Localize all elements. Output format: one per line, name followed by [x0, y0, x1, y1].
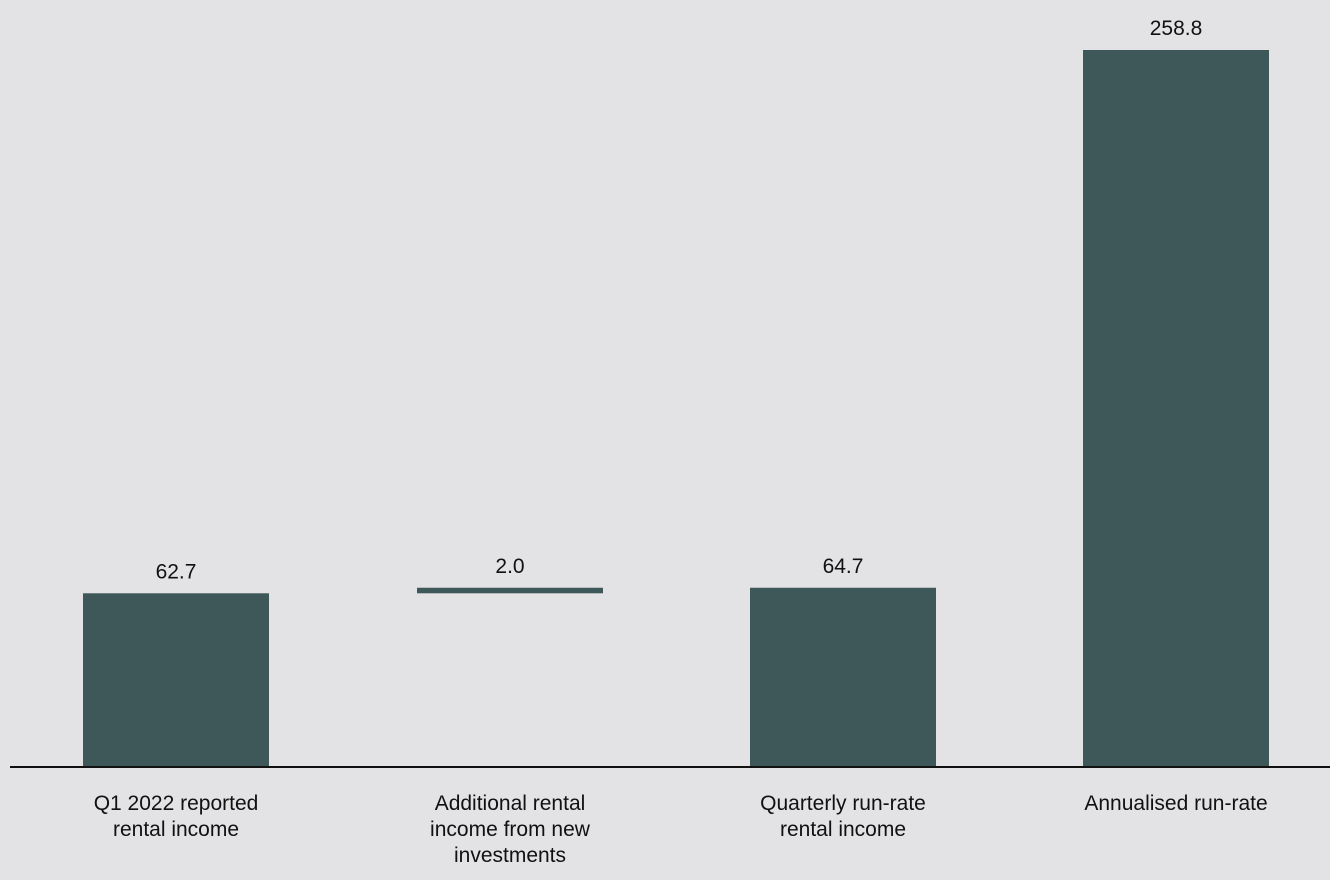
category-label-3: Quarterly run-rate rental income [760, 792, 926, 841]
bar-1 [83, 593, 269, 767]
category-label-4: Annualised run-rate [1084, 792, 1268, 815]
data-label-3: 64.7 [823, 555, 864, 578]
bar-4 [1083, 50, 1269, 767]
bar-3 [750, 587, 936, 767]
category-label-1: Q1 2022 reported rental income [93, 792, 259, 841]
data-label-1: 62.7 [156, 560, 197, 583]
bar-2 [417, 587, 603, 594]
category-label-2: Additional rental income from new invest… [430, 792, 590, 867]
bar-group [83, 50, 1269, 767]
data-label-group: 62.7 2.0 64.7 258.8 [156, 17, 1203, 583]
data-label-4: 258.8 [1150, 17, 1203, 40]
data-label-2: 2.0 [495, 555, 524, 578]
